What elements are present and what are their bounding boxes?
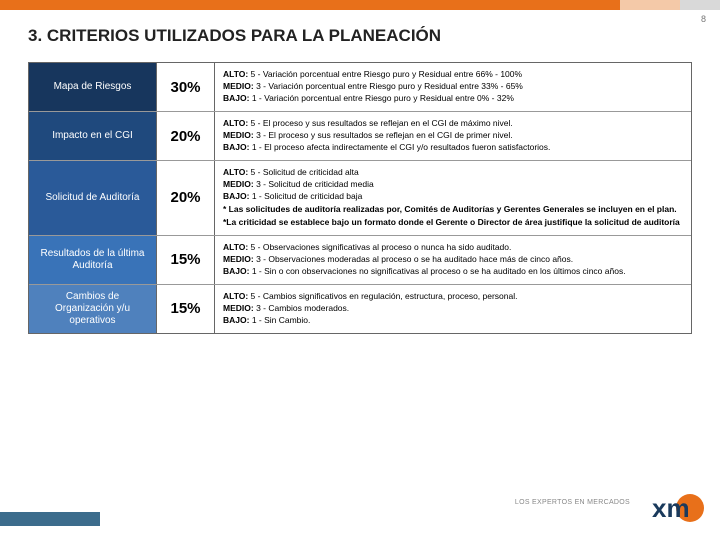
level-line: MEDIO: 3 - Cambios moderados.: [223, 303, 683, 314]
top-accent-bar: [0, 0, 720, 10]
level-line: BAJO: 1 - Sin Cambio.: [223, 315, 683, 326]
level-text: 3 - Variación porcentual entre Riesgo pu…: [256, 81, 523, 91]
level-line: MEDIO: 3 - El proceso y sus resultados s…: [223, 130, 683, 141]
criteria-table: Mapa de Riesgos30% ALTO: 5 - Variación po…: [28, 62, 692, 334]
page-title: 3. CRITERIOS UTILIZADOS PARA LA PLANEACI…: [0, 10, 720, 54]
table-row: Impacto en el CGI20% ALTO: 5 - El proceso…: [29, 112, 691, 161]
level-line: BAJO: 1 - Solicitud de criticidad baja: [223, 191, 683, 202]
top-bar-gray: [680, 0, 720, 10]
top-bar-orange: [0, 0, 620, 10]
level-text: 1 - Solicitud de criticidad baja: [252, 191, 363, 201]
criteria-weight: 30%: [157, 63, 215, 111]
level-text: 5 - Variación porcentual entre Riesgo pu…: [251, 69, 523, 79]
level-line: ALTO: 5 - Variación porcentual entre Rie…: [223, 69, 683, 80]
page-number: 8: [701, 14, 706, 24]
level-line: ALTO: 5 - Observaciones significativas a…: [223, 242, 683, 253]
level-label: ALTO:: [223, 242, 251, 252]
level-text: 5 - Cambios significativos en regulación…: [251, 291, 518, 301]
level-text: 1 - Variación porcentual entre Riesgo pu…: [252, 93, 514, 103]
level-label: BAJO:: [223, 266, 252, 276]
level-line: ALTO: 5 - Cambios significativos en regu…: [223, 291, 683, 302]
level-text: 3 - Solicitud de criticidad media: [256, 179, 374, 189]
criteria-note: *La criticidad se establece bajo un form…: [223, 217, 683, 228]
level-line: BAJO: 1 - El proceso afecta indirectamen…: [223, 142, 683, 153]
level-line: MEDIO: 3 - Solicitud de criticidad media: [223, 179, 683, 190]
brand-logo: xm: [646, 491, 704, 530]
criteria-description: ALTO: 5 - Observaciones significativas a…: [215, 236, 691, 284]
level-label: ALTO:: [223, 291, 251, 301]
table-row: Cambios de Organización y/u operativos15…: [29, 285, 691, 333]
logo-text: xm: [652, 493, 690, 523]
level-text: 1 - Sin o con observaciones no significa…: [252, 266, 626, 276]
level-text: 3 - El proceso y sus resultados se refle…: [256, 130, 513, 140]
criteria-weight: 20%: [157, 161, 215, 234]
table-row: Resultados de la última Auditoría15% ALTO…: [29, 236, 691, 285]
level-line: ALTO: 5 - Solicitud de criticidad alta: [223, 167, 683, 178]
criteria-label: Cambios de Organización y/u operativos: [29, 285, 157, 333]
level-label: MEDIO:: [223, 179, 256, 189]
level-line: MEDIO: 3 - Variación porcentual entre Ri…: [223, 81, 683, 92]
criteria-description: ALTO: 5 - Cambios significativos en regu…: [215, 285, 691, 333]
level-line: ALTO: 5 - El proceso y sus resultados se…: [223, 118, 683, 129]
footer-tagline: LOS EXPERTOS EN MERCADOS: [515, 499, 630, 506]
criteria-label: Mapa de Riesgos: [29, 63, 157, 111]
level-label: MEDIO:: [223, 254, 256, 264]
criteria-weight: 15%: [157, 236, 215, 284]
footer-accent-bar: [0, 512, 100, 526]
level-label: BAJO:: [223, 191, 252, 201]
level-label: MEDIO:: [223, 303, 256, 313]
level-text: 5 - El proceso y sus resultados se refle…: [251, 118, 513, 128]
criteria-weight: 20%: [157, 112, 215, 160]
level-text: 1 - Sin Cambio.: [252, 315, 311, 325]
level-label: ALTO:: [223, 167, 251, 177]
level-label: MEDIO:: [223, 130, 256, 140]
level-text: 3 - Cambios moderados.: [256, 303, 349, 313]
level-text: 5 - Solicitud de criticidad alta: [251, 167, 359, 177]
criteria-weight: 15%: [157, 285, 215, 333]
top-bar-light: [620, 0, 680, 10]
criteria-note: * Las solicitudes de auditoría realizada…: [223, 204, 683, 215]
level-label: BAJO:: [223, 142, 252, 152]
level-label: BAJO:: [223, 93, 252, 103]
level-label: BAJO:: [223, 315, 252, 325]
criteria-description: ALTO: 5 - Variación porcentual entre Rie…: [215, 63, 691, 111]
level-line: BAJO: 1 - Sin o con observaciones no sig…: [223, 266, 683, 277]
level-label: ALTO:: [223, 69, 251, 79]
level-label: MEDIO:: [223, 81, 256, 91]
level-text: 1 - El proceso afecta indirectamente el …: [252, 142, 551, 152]
table-row: Solicitud de Auditoría20%ALTO: 5 - Solic…: [29, 161, 691, 235]
criteria-description: ALTO: 5 - Solicitud de criticidad altaME…: [215, 161, 691, 234]
level-label: ALTO:: [223, 118, 251, 128]
level-text: 3 - Observaciones moderadas al proceso o…: [256, 254, 573, 264]
criteria-label: Solicitud de Auditoría: [29, 161, 157, 234]
criteria-label: Impacto en el CGI: [29, 112, 157, 160]
level-text: 5 - Observaciones significativas al proc…: [251, 242, 512, 252]
level-line: MEDIO: 3 - Observaciones moderadas al pr…: [223, 254, 683, 265]
criteria-label: Resultados de la última Auditoría: [29, 236, 157, 284]
criteria-description: ALTO: 5 - El proceso y sus resultados se…: [215, 112, 691, 160]
table-row: Mapa de Riesgos30% ALTO: 5 - Variación po…: [29, 63, 691, 112]
level-line: BAJO: 1 - Variación porcentual entre Rie…: [223, 93, 683, 104]
